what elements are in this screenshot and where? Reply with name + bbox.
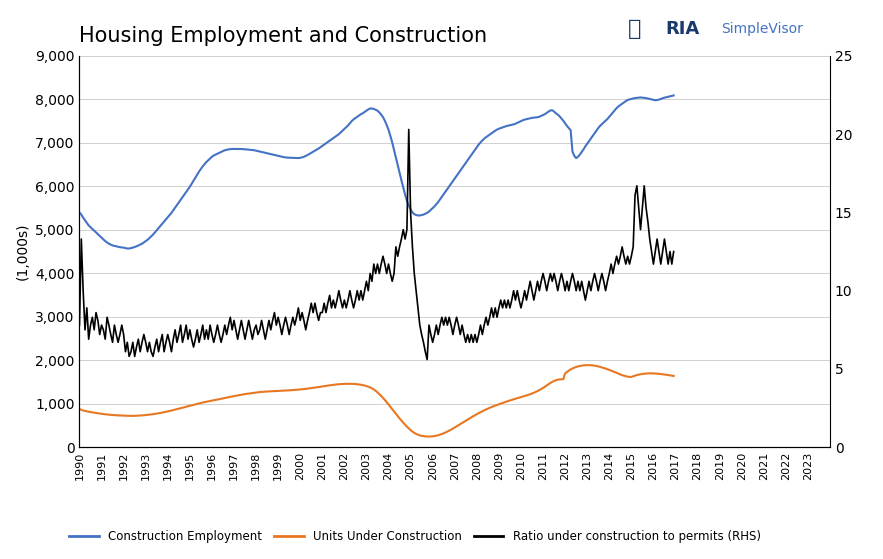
Text: Housing Employment and Construction: Housing Employment and Construction [79, 26, 487, 46]
Text: RIA: RIA [665, 20, 699, 37]
Text: SimpleVisor: SimpleVisor [721, 21, 803, 36]
Y-axis label: (1,000s): (1,000s) [16, 223, 29, 280]
Text: 🦁: 🦁 [628, 18, 642, 39]
Legend: Construction Employment, Units Under Construction, Ratio under construction to p: Construction Employment, Units Under Con… [64, 525, 766, 547]
